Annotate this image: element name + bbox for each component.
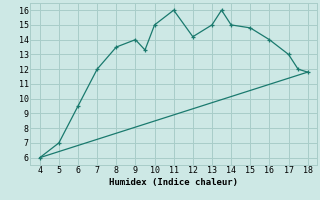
X-axis label: Humidex (Indice chaleur): Humidex (Indice chaleur) <box>109 178 238 187</box>
